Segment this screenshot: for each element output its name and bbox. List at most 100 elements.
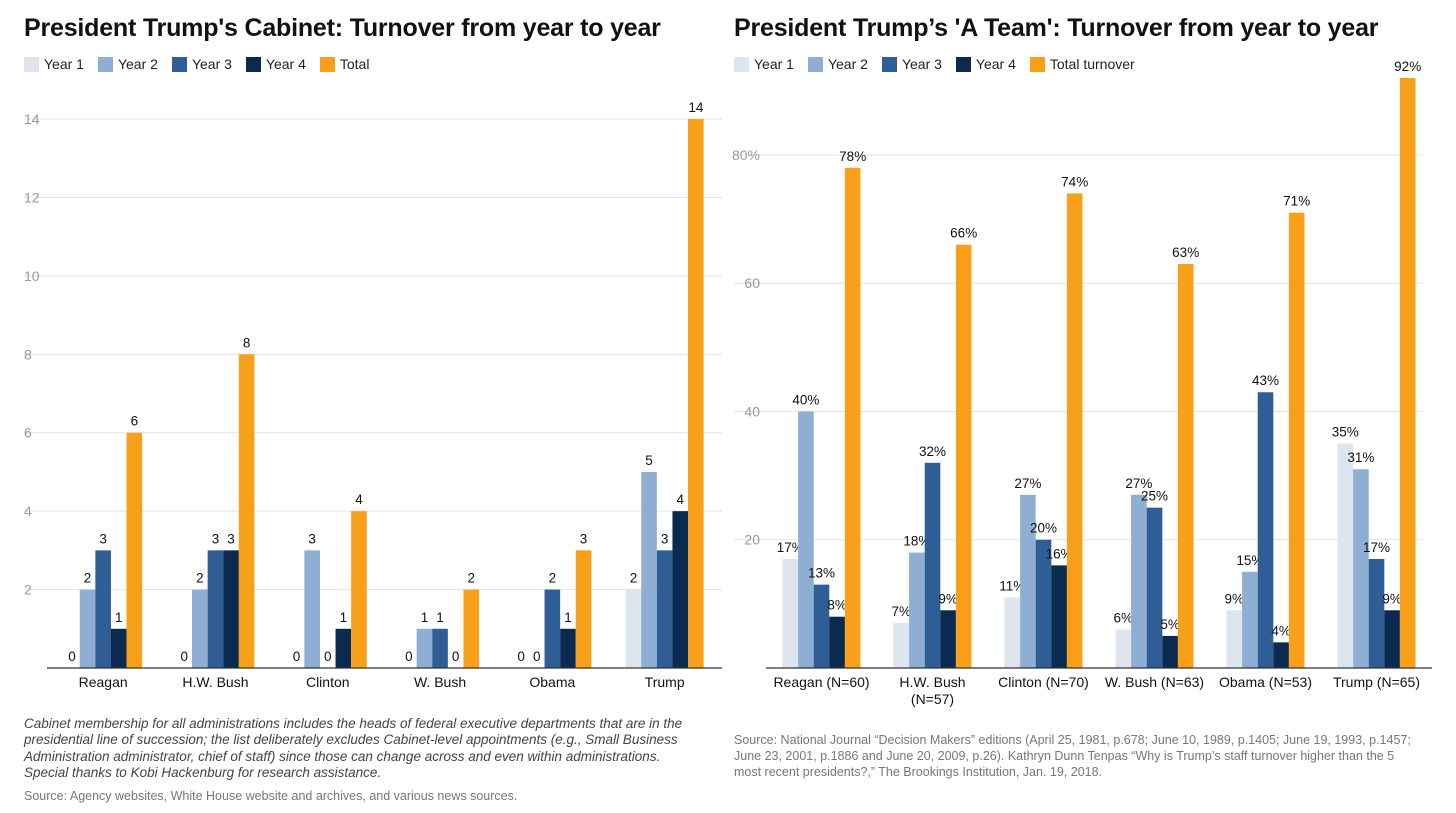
legend-item-year3: Year 3: [171, 56, 232, 72]
data-label: 18%: [903, 534, 930, 549]
data-label: 2: [630, 571, 638, 586]
legend-item-year1: Year 1: [734, 56, 794, 72]
data-label: 27%: [1014, 476, 1041, 491]
data-label: 27%: [1125, 476, 1152, 491]
a-team-chart-panel: President Trump’s 'A Team': Turnover fro…: [734, 0, 1434, 73]
x-category-label: Reagan (N=60): [773, 674, 869, 690]
bar-year4: [335, 628, 352, 668]
data-label: 92%: [1394, 59, 1421, 74]
cabinet-chart-panel: President Trump's Cabinet: Turnover from…: [24, 0, 714, 73]
bar-total: [575, 550, 592, 668]
bar-year3: [813, 584, 830, 668]
legend-item-year4: Year 4: [955, 56, 1016, 72]
bar-total: [955, 244, 972, 668]
data-label: 9%: [1225, 591, 1245, 606]
chart-legend: Year 1 Year 2 Year 3 Year 4 Total turnov…: [734, 55, 1434, 73]
data-label: 2: [467, 571, 475, 586]
data-label: 8: [243, 335, 251, 350]
data-label: 1: [436, 610, 444, 625]
chart-title: President Trump's Cabinet: Turnover from…: [24, 14, 661, 42]
data-label: 17%: [1363, 540, 1390, 555]
bar-year4: [110, 628, 127, 668]
y-tick-label: 10: [24, 268, 40, 284]
bar-total: [1288, 212, 1305, 668]
data-label: 3: [580, 531, 588, 546]
data-label: 3: [212, 531, 220, 546]
data-label: 9%: [938, 591, 958, 606]
bar-year3: [656, 550, 673, 668]
data-label: 4: [355, 492, 363, 507]
legend-label: Year 3: [191, 56, 232, 72]
data-label: 5: [645, 453, 653, 468]
data-label: 1: [564, 610, 572, 625]
cabinet-source: Source: Agency websites, White House web…: [24, 789, 518, 803]
data-label: 71%: [1283, 194, 1310, 209]
data-label: 3: [308, 531, 316, 546]
data-label: 31%: [1347, 450, 1374, 465]
bar-year4: [940, 610, 956, 668]
bar-year4: [829, 616, 845, 668]
legend-swatch-year2: [97, 56, 113, 72]
bar-year1: [782, 558, 799, 668]
bar-year3: [432, 628, 448, 668]
y-tick-label: 4: [24, 503, 32, 519]
bar-total: [238, 354, 255, 668]
bar-year4: [1384, 610, 1400, 668]
bar-year2: [192, 589, 208, 668]
bar-year3: [207, 550, 224, 668]
bar-year4: [1162, 635, 1178, 668]
bar-total: [688, 119, 704, 668]
legend-item-year3: Year 3: [881, 56, 942, 72]
legend-swatch-year1: [24, 56, 39, 72]
bar-year2: [304, 550, 320, 668]
y-tick-label: 14: [24, 111, 40, 127]
y-tick-label: 20: [744, 532, 760, 548]
chart-title: President Trump’s 'A Team': Turnover fro…: [734, 14, 1379, 42]
legend-item-year4: Year 4: [245, 56, 306, 72]
bar-year3: [544, 589, 561, 668]
legend-item-total: Total: [319, 56, 369, 72]
data-label: 63%: [1172, 245, 1199, 260]
bar-year1: [1337, 443, 1354, 668]
bar-year1: [625, 589, 642, 668]
bar-year2: [798, 411, 814, 668]
bar-total: [351, 511, 367, 668]
y-tick-label: 40: [744, 403, 760, 419]
bar-year1: [1226, 610, 1243, 668]
x-category-label: W. Bush (N=63): [1105, 674, 1204, 690]
data-label: 3: [661, 531, 669, 546]
bar-year4: [223, 550, 239, 668]
data-label: 3: [227, 531, 235, 546]
bar-year2: [1242, 571, 1258, 668]
bar-year2: [909, 552, 925, 668]
data-label: 11%: [999, 578, 1025, 593]
legend-label: Year 4: [975, 56, 1016, 72]
legend-item-year1: Year 1: [24, 56, 84, 72]
legend-swatch-year4: [955, 56, 971, 72]
y-tick-label: 8: [24, 346, 32, 362]
a-team-source: Source: National Journal “Decision Maker…: [734, 733, 1411, 779]
data-label: 25%: [1141, 489, 1168, 504]
data-label: 2: [84, 571, 92, 586]
data-label: 4%: [1271, 623, 1291, 638]
data-label: 32%: [919, 444, 946, 459]
bar-total: [1177, 263, 1194, 668]
data-label: 43%: [1252, 373, 1279, 388]
x-category-label: W. Bush: [414, 674, 466, 690]
legend-swatch-year3: [171, 56, 187, 72]
x-category-label: Clinton: [306, 674, 350, 690]
legend-item-total-turnover: Total turnover: [1029, 56, 1135, 72]
y-tick-label: 6: [24, 425, 32, 441]
data-label: 15%: [1236, 553, 1263, 568]
x-category-label: Obama (N=53): [1219, 674, 1312, 690]
data-label: 0: [293, 649, 301, 664]
data-label: 2: [196, 571, 204, 586]
bar-year2: [1131, 494, 1147, 668]
legend-swatch-year3: [881, 56, 897, 72]
bar-year2: [1020, 494, 1036, 668]
data-label: 9%: [1382, 591, 1402, 606]
data-label: 17%: [777, 540, 804, 555]
cabinet-footnote: Cabinet membership for all administratio…: [24, 716, 683, 780]
bar-year4: [560, 628, 576, 668]
